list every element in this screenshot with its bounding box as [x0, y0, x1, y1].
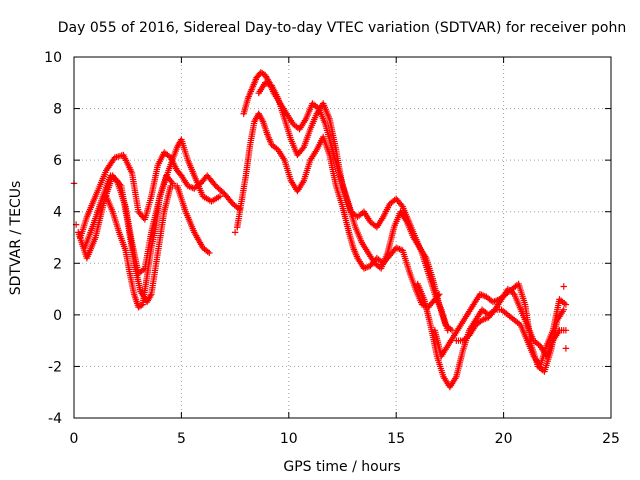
data-point-arc-j — [562, 301, 570, 308]
series-arc-g — [255, 79, 456, 334]
data-point-arc-g — [448, 327, 456, 334]
data-point-arc-a — [228, 199, 235, 206]
y-tick-label: 10 — [44, 50, 62, 66]
y-tick-label: 8 — [53, 102, 62, 118]
axis-ticks: 0 5 10 15 20 25 -4 -2 0 2 4 6 8 10 — [44, 50, 620, 447]
x-tick-label: 25 — [602, 431, 620, 447]
x-tick-label: 15 — [387, 431, 405, 447]
series-arc-a — [77, 149, 243, 241]
chart-title: Day 055 of 2016, Sidereal Day-to-day VTE… — [58, 20, 626, 36]
data-point-arc-c — [116, 181, 124, 188]
y-axis-label: SDTVAR / TECUs — [8, 181, 24, 296]
y-tick-label: -2 — [48, 359, 62, 375]
data-point-arc-c — [206, 249, 213, 257]
data-point-arc-d — [169, 180, 177, 187]
y-tick-label: 6 — [53, 153, 62, 169]
x-tick-label: 10 — [280, 431, 298, 447]
y-tick-label: 2 — [53, 256, 62, 272]
x-tick-label: 20 — [495, 431, 513, 447]
data-point-arc-h — [562, 327, 570, 334]
x-tick-label: 5 — [177, 431, 186, 447]
data-point-arc-b — [216, 193, 224, 200]
series-arc-j — [453, 296, 570, 370]
x-tick-label: 0 — [70, 431, 79, 447]
data-point-isolated — [562, 345, 570, 352]
data-point-isolated — [560, 283, 567, 290]
series-arc-h — [414, 280, 570, 391]
plot-frame — [73, 56, 612, 419]
data-point-arc-i — [560, 306, 567, 313]
y-tick-label: -4 — [48, 411, 62, 427]
data-point-isolated — [234, 223, 241, 231]
x-axis-label: GPS time / hours — [283, 459, 400, 475]
data-points — [70, 69, 570, 391]
y-tick-label: 0 — [53, 308, 62, 324]
series-arc-e — [234, 110, 443, 311]
series-arc-d — [103, 172, 177, 311]
data-point-isolated — [231, 229, 239, 236]
y-tick-label: 4 — [53, 205, 62, 221]
